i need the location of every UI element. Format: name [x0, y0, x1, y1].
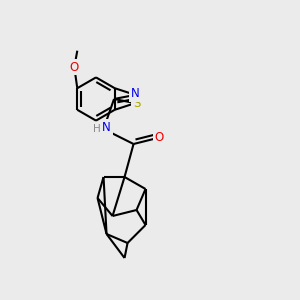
Text: S: S: [133, 97, 140, 110]
Text: O: O: [70, 61, 79, 74]
Text: H: H: [93, 124, 101, 134]
Text: N: N: [102, 121, 111, 134]
Text: O: O: [154, 130, 164, 144]
Text: N: N: [131, 87, 140, 100]
